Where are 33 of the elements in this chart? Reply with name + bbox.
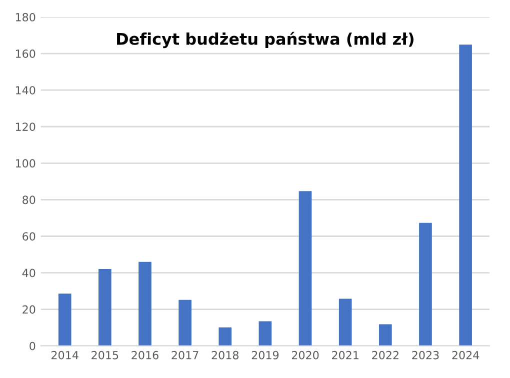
bar (138, 262, 152, 346)
bar (419, 222, 432, 346)
bar (379, 324, 392, 346)
y-tick-label: 80 (22, 196, 36, 204)
bar (338, 298, 352, 346)
y-tick-label: 20 (22, 305, 36, 314)
x-tick-label: 2020 (292, 350, 319, 360)
y-tick-label: 160 (16, 50, 36, 58)
bar (298, 191, 312, 346)
x-tick-label: 2018 (212, 350, 239, 360)
x-tick-label: 2014 (52, 350, 78, 360)
bar (58, 294, 72, 346)
bar (459, 44, 472, 346)
x-tick-label: 2016 (132, 350, 158, 360)
x-tick-label: 2024 (452, 350, 480, 360)
y-tick-label: 140 (16, 86, 36, 94)
bar (98, 268, 112, 346)
y-tick-label: 180 (16, 12, 36, 22)
bar (178, 300, 192, 346)
y-tick-label: 100 (16, 159, 36, 168)
y-tick-label: 120 (16, 122, 36, 132)
x-tick-label: 2022 (372, 350, 398, 360)
x-tick-label: 2015 (92, 350, 118, 360)
y-tick-label: 60 (22, 232, 36, 241)
y-tick-label: 0 (30, 342, 36, 350)
x-tick-label: 2023 (412, 350, 439, 360)
bar (218, 327, 232, 346)
text: Deficyt budżetu państwa (mld zł) (117, 32, 414, 48)
x-tick-label: 2017 (172, 350, 198, 360)
bar (258, 321, 272, 346)
x-tick-label: 2021 (332, 350, 358, 360)
x-tick-label: 2019 (252, 350, 279, 360)
y-tick-label: 40 (22, 268, 36, 278)
